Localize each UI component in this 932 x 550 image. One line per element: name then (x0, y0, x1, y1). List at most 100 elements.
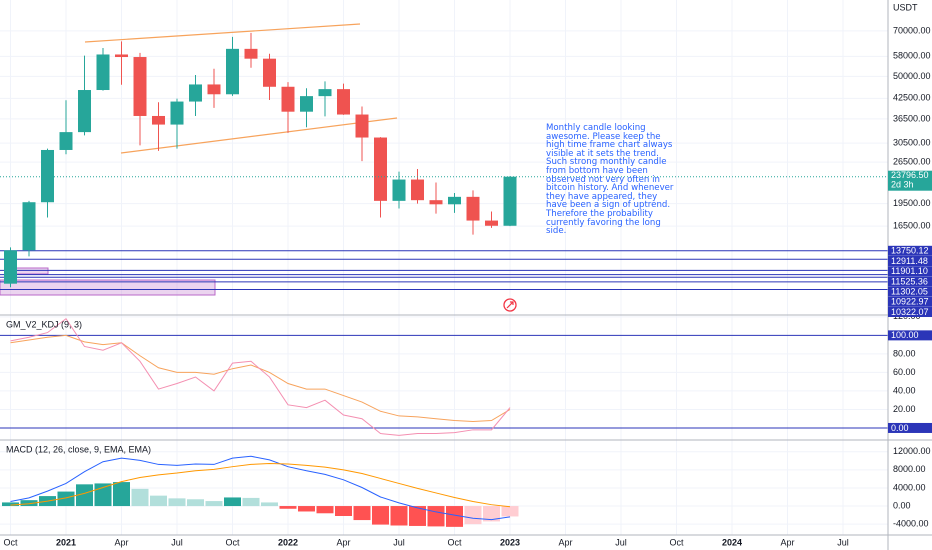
price-pane (0, 32, 888, 291)
y-tick-label: 40.00 (893, 385, 916, 395)
candle-body (152, 115, 165, 125)
candle-body (226, 48, 239, 95)
y-tick-label: -4000.00 (893, 519, 929, 529)
level-label: 0.00 (891, 423, 909, 433)
alert-icon[interactable] (503, 298, 517, 312)
candle-body (78, 90, 91, 133)
candle-body (337, 89, 350, 115)
level-label-box (888, 422, 932, 433)
histogram-bar (446, 506, 463, 527)
x-tick-label: Apr (114, 537, 128, 547)
x-tick-label: Apr (780, 537, 794, 547)
candle-body (318, 89, 332, 97)
indicator-line (10, 455, 511, 521)
histogram-bar (76, 484, 93, 507)
x-tick-label: Oct (447, 537, 462, 547)
histogram-bar (316, 506, 334, 514)
level-label-box (888, 296, 932, 307)
candle-body (41, 149, 54, 203)
y-tick-label: 16500.00 (893, 221, 931, 231)
level-label: 11901.10 (891, 266, 928, 276)
histogram-bar (501, 506, 519, 517)
macd-pane (2, 455, 519, 527)
x-tick-label: Oct (669, 537, 684, 547)
y-tick-label: 36500.00 (893, 113, 931, 123)
candle-body (466, 196, 480, 221)
grid (0, 0, 888, 535)
candle-body (207, 84, 221, 95)
x-tick-label: 2022 (278, 537, 298, 547)
histogram-bar (94, 483, 112, 507)
level-label: 11525.36 (891, 276, 928, 286)
histogram-bar (464, 506, 482, 525)
candle-body (281, 86, 295, 112)
level-label-box (888, 330, 932, 341)
candle-body (4, 250, 17, 284)
histogram-bar (483, 506, 500, 522)
alert-icon-arrow (506, 301, 514, 309)
candle-body (59, 132, 73, 150)
candle-body (429, 200, 443, 205)
x-tick-label: Jul (837, 537, 849, 547)
y-tick-label: 8000.00 (893, 464, 926, 474)
histogram-bar (372, 506, 389, 525)
histogram-bar (57, 491, 75, 507)
indicator-line (10, 463, 511, 508)
candle-body (115, 54, 128, 58)
level-label-box (888, 286, 932, 297)
histogram-bar (2, 502, 19, 507)
candle-body (133, 57, 147, 116)
candle-body (448, 196, 461, 205)
last-price-label: 23796.50 (891, 170, 929, 180)
range-box (0, 279, 216, 296)
y-tick-label: 70000.00 (893, 25, 931, 35)
candle-body (22, 202, 36, 251)
candle-body (244, 48, 258, 59)
histogram-bar (335, 506, 352, 516)
histogram-bar (150, 495, 167, 507)
y-tick-label: 58000.00 (893, 51, 931, 61)
trend-line (84, 23, 361, 43)
x-tick-label: 2023 (500, 537, 520, 547)
currency: USDT (893, 2, 918, 12)
x-tick-label: Jul (171, 537, 183, 547)
level-label: 11302.05 (891, 286, 928, 296)
y-tick-label: 4000.00 (893, 482, 926, 492)
level-label: 12911.48 (891, 256, 928, 266)
level-label-box (888, 245, 932, 256)
indicator-line (10, 334, 511, 422)
countdown: 2d 3h (891, 180, 914, 190)
annotation: Monthly candle looking awesome. Please k… (546, 123, 674, 237)
histogram-bar (205, 501, 223, 507)
level-label-box (888, 256, 932, 267)
y-tick-label: 30500.00 (893, 138, 931, 148)
candle-body (170, 101, 184, 125)
histogram-bar (409, 506, 426, 526)
candle-body (263, 58, 276, 87)
histogram-bar (279, 506, 297, 509)
x-tick-label: Apr (558, 537, 572, 547)
candle-body (485, 220, 498, 226)
candle-body (96, 54, 110, 91)
y-tick-label: 19500.00 (893, 198, 931, 208)
indicator-line (10, 317, 511, 436)
candle-body (189, 84, 202, 102)
y-tick-label: 42500.00 (893, 93, 931, 103)
level-label-box (888, 276, 932, 287)
kdj-pane (0, 317, 888, 436)
y-tick-label: 50000.00 (893, 71, 931, 81)
level-label: 10322.07 (891, 307, 929, 317)
candle-body (355, 114, 369, 138)
x-tick-label: Jul (393, 537, 405, 547)
histogram-bar (390, 506, 408, 526)
histogram-bar (187, 499, 204, 507)
y-tick-label: 20.00 (893, 404, 916, 414)
x-tick-label: Jul (615, 537, 627, 547)
candle-body (392, 179, 406, 201)
candle-body (300, 96, 313, 112)
histogram-bar (131, 488, 149, 507)
y-tick-label: 80.00 (893, 348, 916, 358)
histogram-bar (224, 497, 241, 507)
kdj-title: GM_V2_KDJ (9, 3) (6, 319, 82, 329)
